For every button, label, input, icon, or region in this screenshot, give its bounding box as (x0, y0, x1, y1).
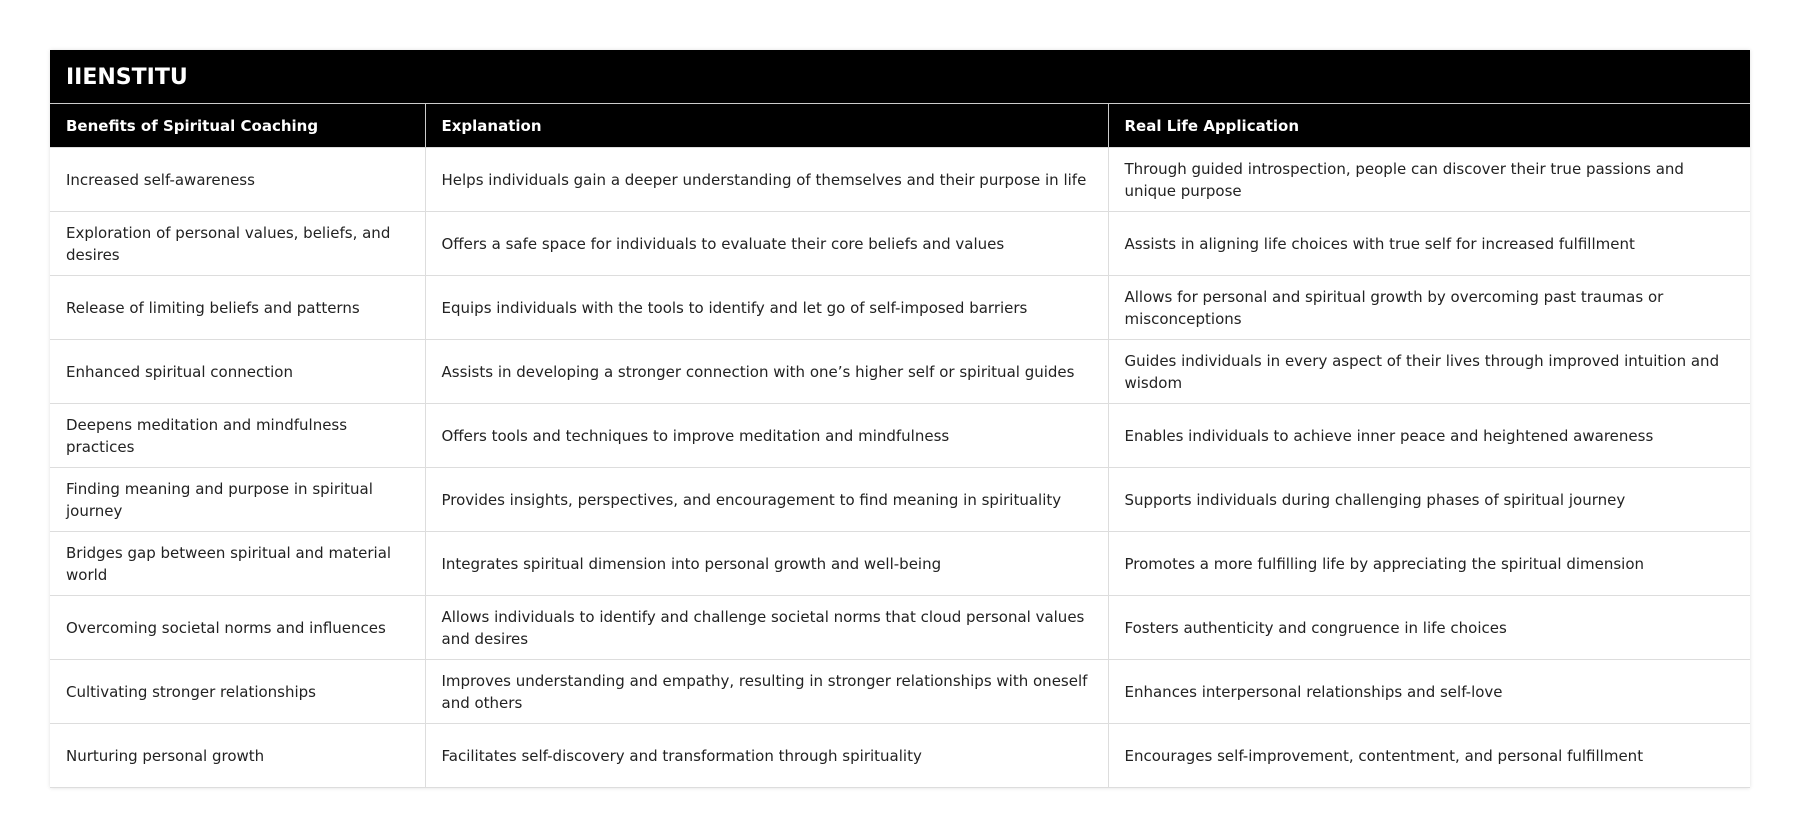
table-cell: Increased self-awareness (50, 147, 426, 212)
table-row: Bridges gap between spiritual and materi… (50, 531, 1750, 596)
table-row: Exploration of personal values, beliefs,… (50, 211, 1750, 276)
table-cell: Enables individuals to achieve inner pea… (1107, 403, 1750, 468)
table-cell: Enhanced spiritual connection (50, 339, 426, 404)
table-row: Deepens meditation and mindfulness pract… (50, 403, 1750, 468)
table-cell: Assists in developing a stronger connect… (424, 339, 1109, 404)
column-header: Benefits of Spiritual Coaching (50, 104, 426, 148)
table-cell: Through guided introspection, people can… (1107, 147, 1750, 212)
table-cell: Promotes a more fulfilling life by appre… (1107, 531, 1750, 596)
table-cell: Facilitates self-discovery and transform… (424, 723, 1109, 788)
table-cell: Nurturing personal growth (50, 723, 426, 788)
table-row: Finding meaning and purpose in spiritual… (50, 467, 1750, 532)
table-row: Nurturing personal growth Facilitates sel… (50, 723, 1750, 788)
table-cell: Offers a safe space for individuals to e… (424, 211, 1109, 276)
table-cell: Enhances interpersonal relationships and… (1107, 659, 1750, 724)
table-row: Release of limiting beliefs and patterns… (50, 275, 1750, 340)
table-cell: Finding meaning and purpose in spiritual… (50, 467, 426, 532)
header-row: Benefits of Spiritual Coaching Explanati… (50, 104, 1750, 148)
column-header: Explanation (425, 104, 1109, 148)
table-row: Cultivating stronger relationships Improv… (50, 659, 1750, 724)
table-cell: Guides individuals in every aspect of th… (1107, 339, 1750, 404)
table-cell: Integrates spiritual dimension into pers… (424, 531, 1109, 596)
table-cell: Overcoming societal norms and influences (50, 595, 426, 660)
table-cell: Allows for personal and spiritual growth… (1107, 275, 1750, 340)
table-title: IIENSTITU (50, 50, 1750, 104)
table-row: Overcoming societal norms and influences… (50, 595, 1750, 660)
column-header: Real Life Application (1108, 104, 1750, 148)
table-cell: Improves understanding and empathy, resu… (424, 659, 1109, 724)
table-cell: Deepens meditation and mindfulness pract… (50, 403, 426, 468)
table-cell: Release of limiting beliefs and patterns (50, 275, 426, 340)
table-cell: Equips individuals with the tools to ide… (424, 275, 1109, 340)
table-row: Increased self-awareness Helps individual… (50, 147, 1750, 212)
table-row: Enhanced spiritual connection Assists in … (50, 339, 1750, 404)
table-cell: Bridges gap between spiritual and materi… (50, 531, 426, 596)
table-cell: Offers tools and techniques to improve m… (424, 403, 1109, 468)
table-cell: Helps individuals gain a deeper understa… (424, 147, 1109, 212)
table-cell: Cultivating stronger relationships (50, 659, 426, 724)
table-cell: Assists in aligning life choices with tr… (1107, 211, 1750, 276)
table-cell: Provides insights, perspectives, and enc… (424, 467, 1109, 532)
benefits-table: Benefits of Spiritual Coaching Explanati… (50, 104, 1750, 788)
table-cell: Fosters authenticity and congruence in l… (1107, 595, 1750, 660)
table-cell: Encourages self-improvement, contentment… (1107, 723, 1750, 788)
table-cell: Allows individuals to identify and chall… (424, 595, 1109, 660)
table-cell: Exploration of personal values, beliefs,… (50, 211, 426, 276)
table-cell: Supports individuals during challenging … (1107, 467, 1750, 532)
benefits-table-container: IIENSTITU Benefits of Spiritual Coaching… (50, 50, 1750, 788)
